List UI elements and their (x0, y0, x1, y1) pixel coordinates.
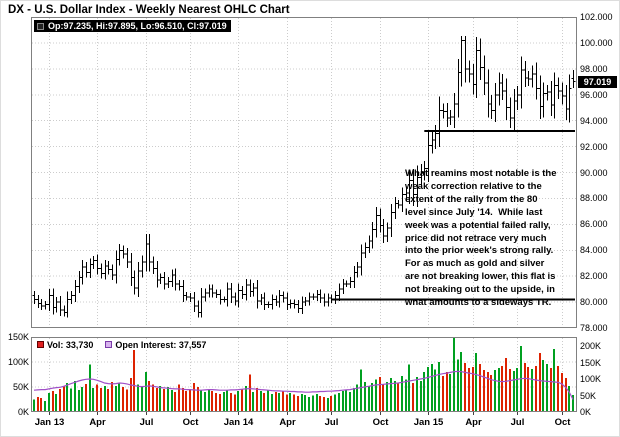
volume-label: Vol: 33,730 (47, 339, 94, 350)
axis-label: 100K (580, 374, 602, 384)
axis-label: 150K (7, 332, 29, 342)
x-axis-label: Jul (510, 417, 525, 428)
volume-legend: Vol: 33,730 Open Interest: 37,557 (34, 339, 210, 350)
axis-label: 90.000 (580, 167, 608, 178)
axis-label: 150K (580, 357, 602, 368)
x-axis-label: Jan 15 (413, 417, 444, 428)
axis-label: 50K (580, 390, 597, 401)
axis-label: 84.000 (580, 245, 608, 256)
x-axis-label: Oct (554, 417, 571, 428)
axis-label: 200K (580, 341, 602, 351)
x-axis-label: Jul (139, 417, 154, 428)
axis-label: 50K (12, 382, 29, 392)
x-axis-label: Jul (324, 417, 339, 428)
x-axis-label: Oct (372, 417, 389, 428)
annotation-text: What reamins most notable is the weak co… (405, 168, 557, 309)
axis-label: 0K (580, 407, 592, 417)
volume-legend-item: Vol: 33,730 (37, 340, 93, 350)
axis-label: 88.000 (580, 193, 608, 204)
open-interest-label: Open Interest: 37,557 (115, 339, 207, 350)
axis-label: 86.000 (580, 219, 608, 230)
open-interest-legend-item: Open Interest: 37,557 (105, 340, 206, 350)
axis-label: 102.000 (580, 12, 613, 22)
x-axis-label: Jan 13 (34, 417, 65, 428)
ohlc-quote-text: Op:97.235, Hi:97.895, Lo:96.510, Cl:97.0… (48, 21, 227, 31)
series-swatch-icon (37, 22, 44, 30)
axis-label: 100.000 (580, 37, 613, 48)
x-axis-label: Apr (465, 417, 482, 428)
axis-label: 0K (17, 407, 29, 417)
ohlc-quote-legend: Op:97.235, Hi:97.895, Lo:96.510, Cl:97.0… (34, 20, 231, 32)
axis-label: 98.000 (580, 63, 608, 74)
chart-title: DX - U.S. Dollar Index - Weekly Nearest … (8, 4, 290, 16)
volume-swatch-icon (37, 341, 44, 348)
axis-label: 100K (7, 357, 29, 367)
x-axis-label: Apr (89, 417, 106, 428)
axis-label: 94.000 (580, 115, 608, 126)
axis-label: 82.000 (580, 271, 608, 282)
last-price-tag: 97.019 (578, 75, 617, 88)
x-axis-label: Apr (279, 417, 296, 428)
open-interest-swatch-icon (105, 341, 113, 348)
x-axis-label: Oct (182, 417, 199, 428)
axis-label: 78.000 (580, 323, 608, 333)
axis-label: 92.000 (580, 141, 608, 152)
x-axis-label: Jan 14 (223, 417, 254, 428)
axis-label: 96.000 (580, 89, 608, 100)
axis-label: 80.000 (580, 297, 608, 308)
